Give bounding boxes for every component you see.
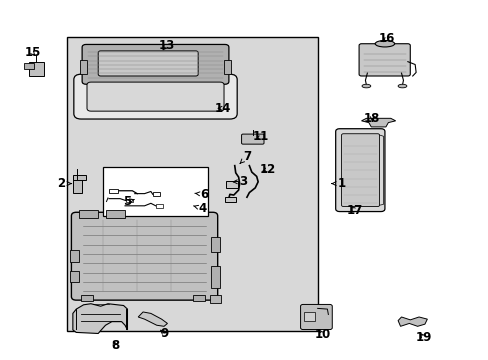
Bar bbox=[73, 179, 81, 193]
Bar bbox=[224, 60, 230, 74]
FancyBboxPatch shape bbox=[82, 44, 228, 84]
FancyBboxPatch shape bbox=[335, 129, 384, 212]
FancyBboxPatch shape bbox=[71, 212, 217, 300]
Bar bbox=[109, 189, 118, 193]
Bar bbox=[73, 175, 85, 180]
Text: 8: 8 bbox=[111, 339, 119, 352]
FancyBboxPatch shape bbox=[300, 305, 331, 329]
Text: 15: 15 bbox=[24, 46, 41, 59]
Bar bbox=[29, 62, 43, 76]
Text: 1: 1 bbox=[331, 177, 346, 190]
Text: 4: 4 bbox=[193, 202, 207, 215]
Text: 11: 11 bbox=[252, 130, 269, 144]
Bar bbox=[153, 192, 160, 196]
Bar bbox=[70, 271, 79, 282]
FancyBboxPatch shape bbox=[87, 82, 224, 111]
Text: 17: 17 bbox=[346, 204, 362, 217]
Ellipse shape bbox=[374, 41, 394, 47]
Text: 6: 6 bbox=[194, 188, 208, 201]
Bar bbox=[103, 167, 207, 216]
Text: 9: 9 bbox=[160, 327, 168, 340]
Polygon shape bbox=[138, 312, 167, 326]
Bar bbox=[70, 250, 79, 262]
Bar bbox=[224, 197, 235, 202]
Text: 3: 3 bbox=[233, 175, 247, 188]
Bar bbox=[304, 312, 314, 320]
Polygon shape bbox=[361, 118, 395, 127]
Bar bbox=[211, 266, 220, 288]
Text: 14: 14 bbox=[214, 102, 231, 115]
Bar bbox=[105, 210, 125, 218]
Text: 12: 12 bbox=[259, 163, 275, 176]
Text: 13: 13 bbox=[158, 39, 174, 52]
Text: 16: 16 bbox=[378, 32, 394, 45]
FancyBboxPatch shape bbox=[358, 44, 409, 76]
Bar bbox=[79, 210, 98, 218]
Bar bbox=[193, 296, 205, 301]
FancyBboxPatch shape bbox=[98, 51, 198, 76]
Text: 10: 10 bbox=[314, 328, 330, 341]
Ellipse shape bbox=[361, 84, 370, 88]
Polygon shape bbox=[73, 304, 127, 333]
Bar bbox=[225, 181, 238, 188]
Text: 18: 18 bbox=[364, 112, 380, 125]
Text: 5: 5 bbox=[123, 195, 134, 208]
Bar bbox=[156, 204, 163, 208]
Bar bbox=[24, 63, 34, 69]
FancyBboxPatch shape bbox=[74, 74, 237, 119]
Polygon shape bbox=[397, 317, 427, 326]
Text: 7: 7 bbox=[240, 150, 250, 163]
Bar bbox=[210, 295, 221, 303]
Bar bbox=[66, 37, 317, 330]
Bar bbox=[81, 296, 93, 301]
Bar bbox=[125, 199, 133, 202]
FancyBboxPatch shape bbox=[241, 134, 264, 144]
Bar bbox=[80, 60, 87, 74]
Ellipse shape bbox=[397, 84, 406, 88]
Bar bbox=[211, 237, 220, 252]
Text: 2: 2 bbox=[58, 177, 71, 190]
Text: 19: 19 bbox=[415, 331, 431, 344]
FancyBboxPatch shape bbox=[341, 134, 379, 207]
